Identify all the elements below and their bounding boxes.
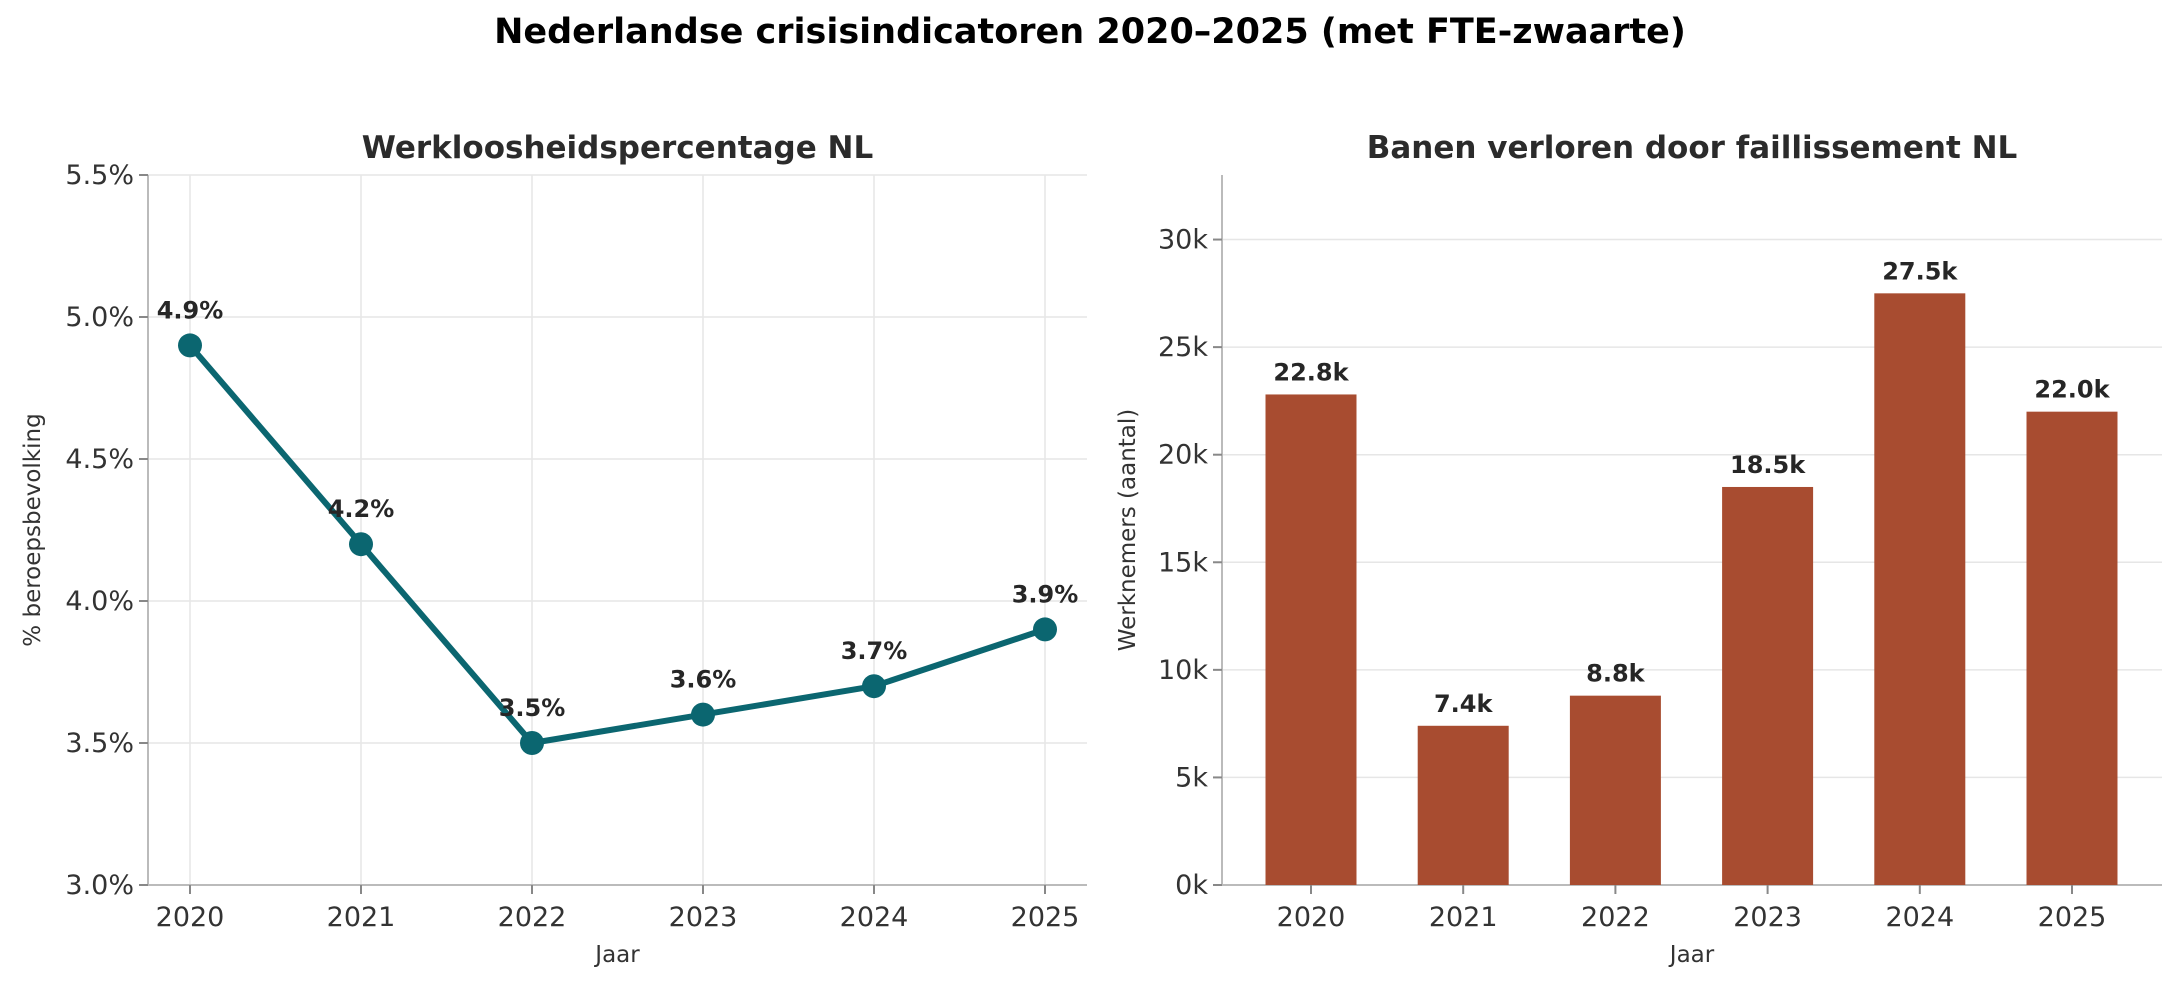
bar (1722, 486, 1814, 885)
data-label: 7.4k (1434, 690, 1494, 718)
x-tick-label: 2021 (1429, 902, 1498, 933)
y-tick-label: 25k (1158, 332, 1208, 363)
data-label: 22.8k (1273, 358, 1349, 386)
data-label: 22.0k (2034, 376, 2110, 404)
x-tick-label: 2020 (156, 902, 225, 933)
y-tick-label: 0k (1175, 870, 1208, 901)
bar (1417, 725, 1509, 885)
y-tick-label: 4.5% (65, 444, 134, 475)
y-tick-label: 10k (1158, 655, 1208, 686)
data-point (520, 731, 544, 755)
jobs-lost-chart: 22.8k 7.4k 8.8k 18.5k 27.5k 22.0k 0k 5k 10k 15k 20… (1115, 130, 2162, 968)
data-label: 27.5k (1882, 257, 1958, 285)
y-tick-label: 30k (1158, 225, 1208, 256)
data-label: 3.6% (670, 666, 737, 694)
x-tick-label: 2025 (1011, 902, 1080, 933)
data-label: 4.9% (157, 296, 224, 324)
left-chart-title: Werkloosheidspercentage NL (362, 130, 873, 166)
y-axis-label: Werknemers (aantal) (1115, 409, 1141, 652)
y-tick-label: 5k (1175, 762, 1208, 793)
bar (1569, 695, 1661, 885)
x-tick-label: 2023 (1733, 902, 1802, 933)
x-tick-label: 2025 (2038, 902, 2107, 933)
data-point (349, 532, 373, 557)
data-label: 8.8k (1586, 660, 1646, 688)
unemployment-line (187, 342, 1048, 746)
data-label: 18.5k (1730, 451, 1806, 479)
bar (1265, 394, 1357, 885)
x-tick-label: 2024 (840, 902, 909, 933)
y-tick-label: 20k (1158, 440, 1208, 471)
x-tick-label: 2020 (1277, 902, 1346, 933)
bar (2026, 411, 2118, 885)
x-axis-label: Jaar (1668, 942, 1715, 968)
data-label: 4.2% (328, 495, 395, 523)
data-point (1033, 617, 1057, 642)
data-label: 3.5% (499, 694, 566, 722)
right-chart-title: Banen verloren door faillissement NL (1367, 130, 2018, 166)
y-tick-label: 4.0% (65, 586, 134, 617)
data-label: 3.9% (1012, 580, 1079, 608)
x-tick-label: 2022 (498, 902, 567, 933)
y-tick-label: 3.5% (65, 728, 134, 759)
data-point (862, 674, 886, 699)
y-tick-label: 5.5% (65, 160, 134, 191)
y-tick-label: 15k (1158, 547, 1208, 578)
data-point (691, 702, 715, 727)
main-title: Nederlandse crisisindicatoren 2020–2025 … (494, 12, 1686, 52)
bar (1874, 293, 1966, 885)
y-tick-label: 5.0% (65, 302, 134, 333)
y-tick-label: 3.0% (65, 870, 134, 901)
y-axis-label: % beroepsbevolking (20, 413, 46, 646)
x-tick-label: 2024 (1885, 902, 1954, 933)
x-tick-label: 2023 (669, 902, 738, 933)
unemployment-chart: 3.0% 3.5% 4.0% 4.5% 5.0% 5.5% 2020 2021 2022 2023… (20, 130, 1087, 968)
data-point (178, 333, 202, 358)
data-label: 3.7% (841, 637, 908, 665)
x-tick-label: 2021 (327, 902, 396, 933)
x-tick-label: 2022 (1581, 902, 1650, 933)
x-axis-label: Jaar (593, 942, 640, 968)
